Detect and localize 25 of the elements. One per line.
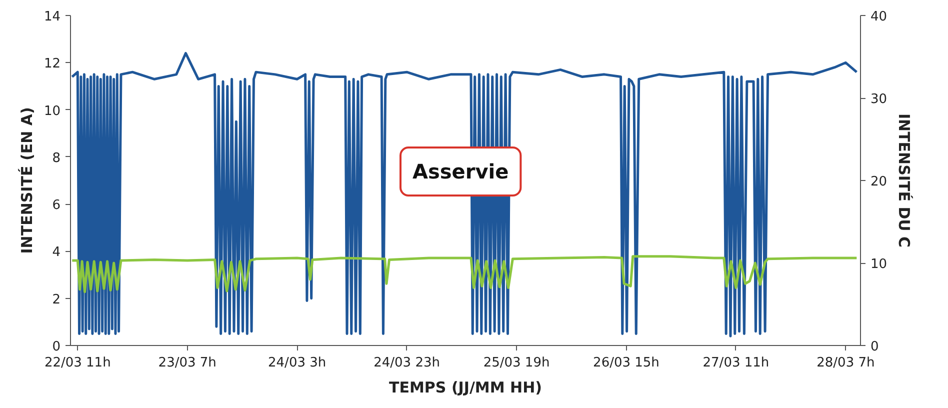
y-tick-label: 8	[52, 150, 61, 166]
y2-tick-label: 30	[870, 92, 888, 107]
x-tick-label: 28/03 7h	[816, 356, 875, 370]
y-axis-title: INTENSITÉ (EN A)	[18, 107, 36, 254]
y-tick-label: 2	[52, 292, 61, 308]
y2-tick-label: 40	[870, 10, 888, 24]
y-tick-label: 10	[44, 104, 61, 119]
y2-tick-label: 0	[870, 340, 879, 354]
y-tick-label: 6	[52, 198, 61, 214]
y-tick-label: 4	[52, 245, 61, 260]
x-tick-label: 24/03 23h	[374, 356, 440, 370]
x-tick-label: 27/03 11h	[702, 356, 770, 370]
annotation: Asservie	[412, 160, 509, 184]
x-tick-label: 26/03 15h	[593, 356, 660, 370]
x-tick-label: 22/03 11h	[44, 356, 111, 370]
y2-axis-title: INTENSITÉ DU C	[895, 113, 914, 248]
y-tick-label: 14	[44, 10, 61, 24]
y2-tick-label: 20	[870, 174, 888, 190]
y-tick-label: 12	[44, 56, 61, 72]
y-tick-label: 0	[52, 340, 61, 354]
x-axis-title: TEMPS (JJ/MM HH)	[389, 378, 542, 396]
x-tick-label: 25/03 19h	[483, 356, 550, 370]
x-tick-label: 23/03 7h	[158, 356, 216, 370]
y2-tick-label: 10	[870, 257, 888, 272]
x-tick-label: 24/03 3h	[268, 356, 326, 370]
